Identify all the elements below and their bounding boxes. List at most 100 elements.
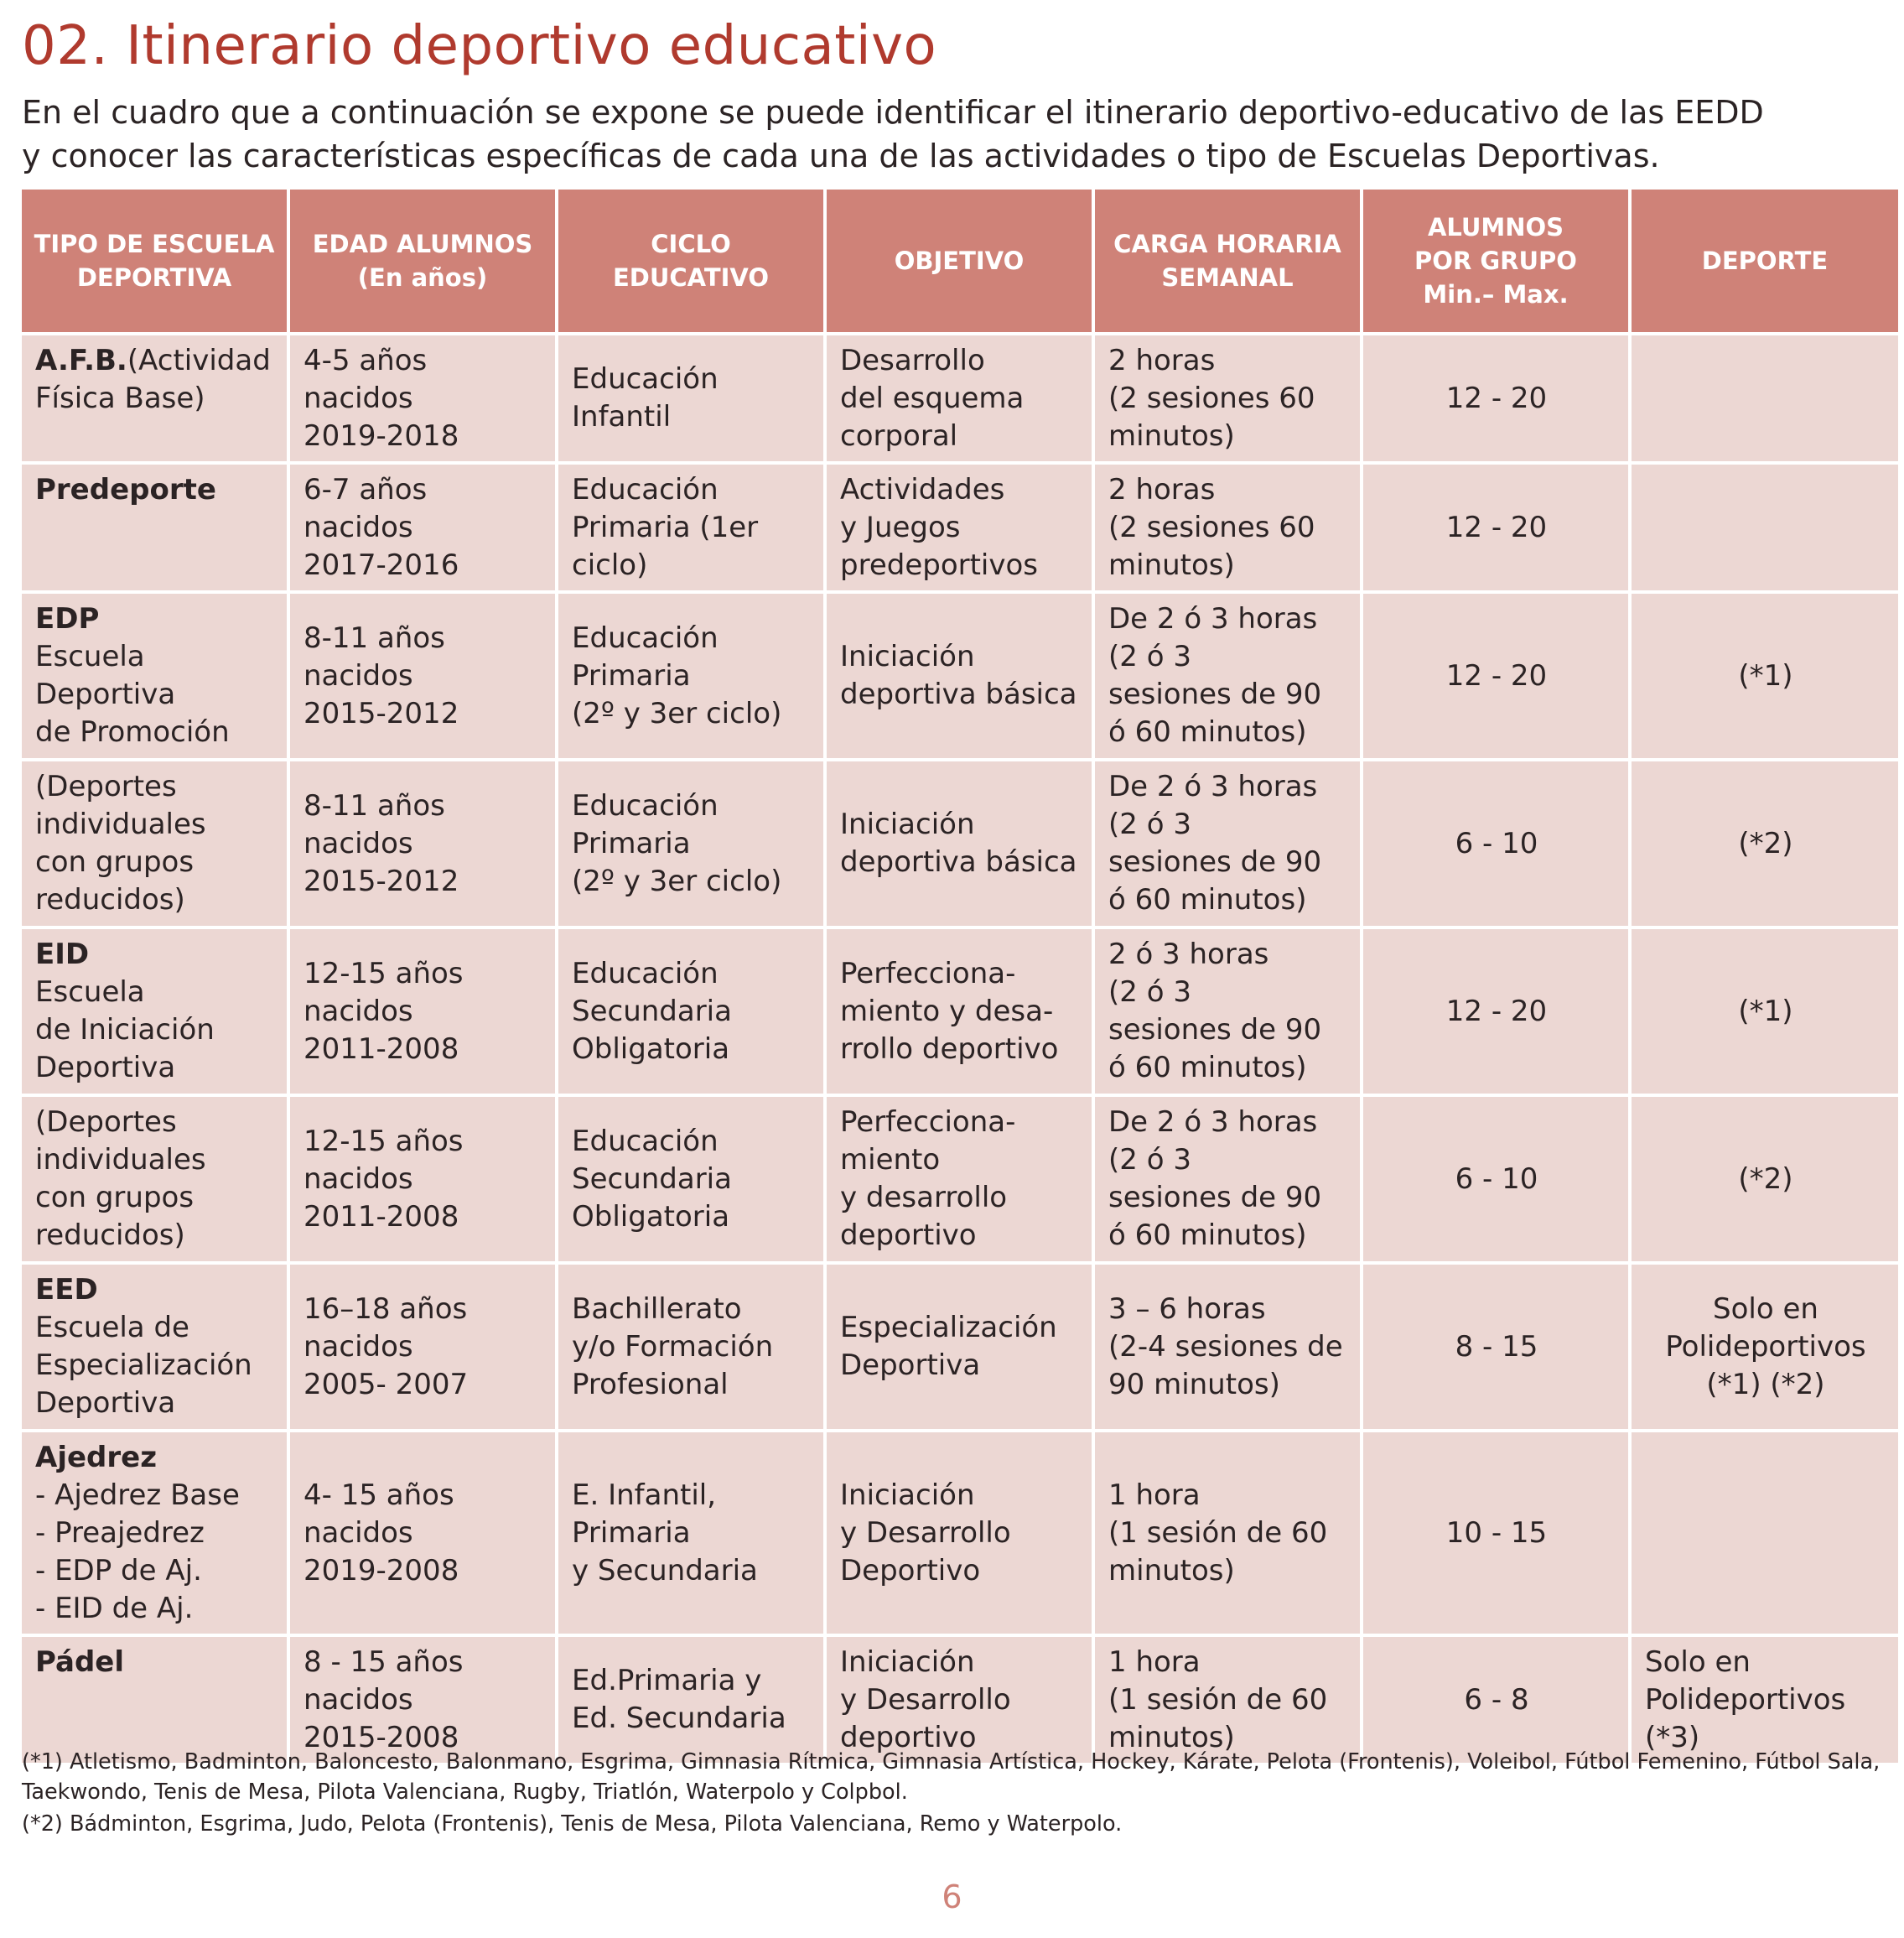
cell-carga: 2 horas (2 sesiones 60 minutos)	[1095, 465, 1360, 590]
cell-tipo: Ajedrez - Ajedrez Base - Preajedrez - ED…	[22, 1432, 287, 1634]
cell-alumnos: 8 - 15	[1363, 1265, 1628, 1429]
cell-tipo-bold: A.F.B.	[35, 344, 127, 377]
cell-tipo-bold: Ajedrez	[35, 1441, 157, 1474]
cell-deporte: (*1)	[1632, 594, 1898, 758]
cell-objetivo: Desarrollo del esquema corporal	[827, 335, 1092, 461]
cell-alumnos: 10 - 15	[1363, 1432, 1628, 1634]
cell-tipo: Pádel	[22, 1637, 287, 1763]
cell-edad: 16–18 años nacidos 2005- 2007	[290, 1265, 555, 1429]
cell-edad: 4- 15 años nacidos 2019-2008	[290, 1432, 555, 1634]
cell-objetivo: Perfecciona- miento y desarrollo deporti…	[827, 1097, 1092, 1261]
cell-objetivo: Especialización Deportiva	[827, 1265, 1092, 1429]
header-edad: EDAD ALUMNOS (En años)	[290, 190, 555, 332]
cell-tipo-desc: - Ajedrez Base - Preajedrez - EDP de Aj.…	[35, 1478, 240, 1625]
cell-tipo-desc: Escuela Deportiva de Promoción	[35, 640, 230, 749]
cell-alumnos: 12 - 20	[1363, 594, 1628, 758]
cell-deporte	[1632, 465, 1898, 590]
cell-tipo-bold: EED	[35, 1273, 98, 1307]
cell-edad: 6-7 años nacidos 2017-2016	[290, 465, 555, 590]
cell-tipo: (Deportes individuales con grupos reduci…	[22, 1097, 287, 1261]
table-row: A.F.B.(Actividad Física Base) 4-5 años na…	[22, 335, 1898, 461]
cell-objetivo: Iniciación deportiva básica	[827, 761, 1092, 926]
itinerary-table: TIPO DE ESCUELA DEPORTIVA EDAD ALUMNOS (…	[18, 186, 1901, 1766]
cell-tipo-desc: (Actividad Física Base)	[35, 344, 271, 415]
footnote-1: (*1) Atletismo, Badminton, Baloncesto, B…	[22, 1749, 1881, 1805]
cell-tipo-desc: Escuela de Especialización Deportiva	[35, 1311, 252, 1420]
intro-paragraph: En el cuadro que a continuación se expon…	[22, 91, 1883, 178]
cell-ciclo: Educación Primaria (2º y 3er ciclo)	[558, 594, 823, 758]
cell-edad: 8-11 años nacidos 2015-2012	[290, 761, 555, 926]
cell-edad: 8 - 15 años nacidos 2015-2008	[290, 1637, 555, 1763]
cell-ciclo: Educación Secundaria Obligatoria	[558, 1097, 823, 1261]
cell-deporte: (*2)	[1632, 1097, 1898, 1261]
cell-objetivo: Iniciación y Desarrollo deportivo	[827, 1637, 1092, 1763]
cell-tipo: A.F.B.(Actividad Física Base)	[22, 335, 287, 461]
cell-alumnos: 6 - 8	[1363, 1637, 1628, 1763]
cell-carga: 2 horas (2 sesiones 60 minutos)	[1095, 335, 1360, 461]
cell-carga: 1 hora (1 sesión de 60 minutos)	[1095, 1432, 1360, 1634]
cell-ciclo: Educación Primaria (2º y 3er ciclo)	[558, 761, 823, 926]
cell-ciclo: Educación Primaria (1er ciclo)	[558, 465, 823, 590]
cell-alumnos: 12 - 20	[1363, 929, 1628, 1094]
cell-alumnos: 6 - 10	[1363, 1097, 1628, 1261]
cell-tipo: EDP Escuela Deportiva de Promoción	[22, 594, 287, 758]
header-objetivo: OBJETIVO	[827, 190, 1092, 332]
table-row: Pádel 8 - 15 años nacidos 2015-2008 Ed.Pri…	[22, 1637, 1898, 1763]
cell-carga: 1 hora (1 sesión de 60 minutos)	[1095, 1637, 1360, 1763]
cell-tipo-bold: Predeporte	[35, 473, 216, 507]
table-row: Predeporte 6-7 años nacidos 2017-2016 Educ…	[22, 465, 1898, 590]
cell-tipo: EID Escuela de Iniciación Deportiva	[22, 929, 287, 1094]
cell-deporte: (*1)	[1632, 929, 1898, 1094]
cell-ciclo: Ed.Primaria y Ed. Secundaria	[558, 1637, 823, 1763]
cell-alumnos: 6 - 10	[1363, 761, 1628, 926]
page-title: 02. Itinerario deportivo educativo	[22, 15, 937, 77]
cell-deporte: Solo en Polideportivos (*1) (*2)	[1632, 1265, 1898, 1429]
page-number: 6	[942, 1878, 962, 1915]
cell-tipo: (Deportes individuales con grupos reduci…	[22, 761, 287, 926]
cell-tipo-bold: EID	[35, 938, 90, 971]
table-row: Ajedrez - Ajedrez Base - Preajedrez - ED…	[22, 1432, 1898, 1634]
header-alumnos: ALUMNOS POR GRUPO Min.– Max.	[1363, 190, 1628, 332]
cell-carga: De 2 ó 3 horas (2 ó 3 sesiones de 90 ó 6…	[1095, 1097, 1360, 1261]
cell-objetivo: Perfecciona- miento y desa- rrollo depor…	[827, 929, 1092, 1094]
table-row: EDP Escuela Deportiva de Promoción 8-11 a…	[22, 594, 1898, 758]
header-carga: CARGA HORARIA SEMANAL	[1095, 190, 1360, 332]
cell-tipo: EED Escuela de Especialización Deportiva	[22, 1265, 287, 1429]
cell-objetivo: Actividades y Juegos predeportivos	[827, 465, 1092, 590]
table-row: EED Escuela de Especialización Deportiva…	[22, 1265, 1898, 1429]
cell-tipo-bold: Pádel	[35, 1645, 125, 1679]
cell-tipo-desc: (Deportes individuales con grupos reduci…	[35, 770, 206, 917]
cell-deporte	[1632, 335, 1898, 461]
header-deporte: DEPORTE	[1632, 190, 1898, 332]
cell-deporte: (*2)	[1632, 761, 1898, 926]
cell-ciclo: Educación Infantil	[558, 335, 823, 461]
table-header-row: TIPO DE ESCUELA DEPORTIVA EDAD ALUMNOS (…	[22, 190, 1898, 332]
cell-objetivo: Iniciación deportiva básica	[827, 594, 1092, 758]
cell-alumnos: 12 - 20	[1363, 465, 1628, 590]
cell-ciclo: E. Infantil, Primaria y Secundaria	[558, 1432, 823, 1634]
footnote-2: (*2) Bádminton, Esgrima, Judo, Pelota (F…	[22, 1811, 1123, 1837]
cell-ciclo: Educación Secundaria Obligatoria	[558, 929, 823, 1094]
cell-carga: 2 ó 3 horas (2 ó 3 sesiones de 90 ó 60 m…	[1095, 929, 1360, 1094]
header-ciclo: CICLO EDUCATIVO	[558, 190, 823, 332]
intro-line: y conocer las características específica…	[22, 138, 1660, 174]
cell-carga: 3 – 6 horas (2-4 sesiones de 90 minutos)	[1095, 1265, 1360, 1429]
cell-ciclo: Bachillerato y/o Formación Profesional	[558, 1265, 823, 1429]
header-tipo: TIPO DE ESCUELA DEPORTIVA	[22, 190, 287, 332]
table-row: (Deportes individuales con grupos reduci…	[22, 761, 1898, 926]
cell-deporte: Solo en Polideportivos (*3)	[1632, 1637, 1898, 1763]
cell-edad: 12-15 años nacidos 2011-2008	[290, 929, 555, 1094]
table-row: EID Escuela de Iniciación Deportiva 12-15…	[22, 929, 1898, 1094]
cell-carga: De 2 ó 3 horas (2 ó 3 sesiones de 90 ó 6…	[1095, 761, 1360, 926]
table-row: (Deportes individuales con grupos reduci…	[22, 1097, 1898, 1261]
cell-objetivo: Iniciación y Desarrollo Deportivo	[827, 1432, 1092, 1634]
cell-edad: 8-11 años nacidos 2015-2012	[290, 594, 555, 758]
cell-edad: 12-15 años nacidos 2011-2008	[290, 1097, 555, 1261]
cell-edad: 4-5 años nacidos 2019-2018	[290, 335, 555, 461]
cell-tipo-bold: EDP	[35, 602, 100, 636]
cell-carga: De 2 ó 3 horas (2 ó 3 sesiones de 90 ó 6…	[1095, 594, 1360, 758]
cell-tipo-desc: Escuela de Iniciación Deportiva	[35, 975, 215, 1084]
cell-deporte	[1632, 1432, 1898, 1634]
footnotes: (*1) Atletismo, Badminton, Baloncesto, B…	[22, 1747, 1891, 1841]
